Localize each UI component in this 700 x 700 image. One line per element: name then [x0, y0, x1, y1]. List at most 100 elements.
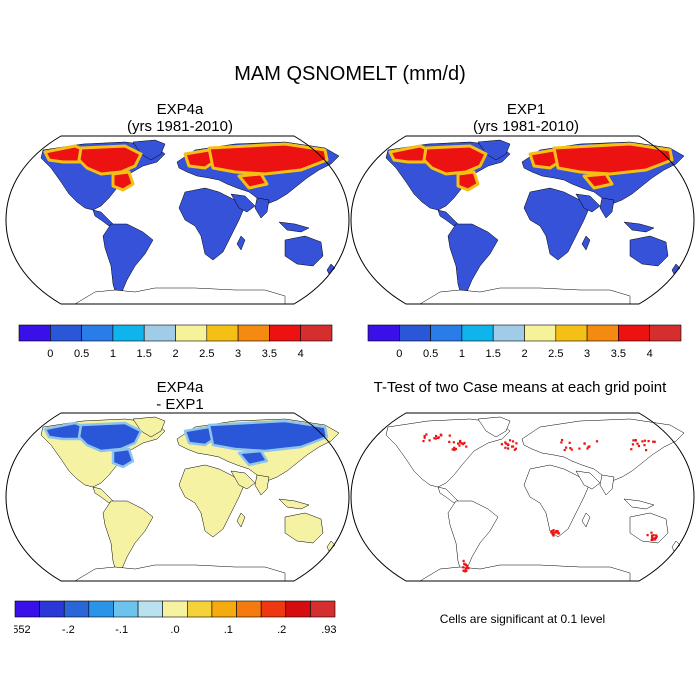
significant-cell — [561, 438, 564, 442]
map-layer — [40, 416, 340, 582]
colorbar-difference: -1.552 -.2 -.1 .0 .1 .2 .9371 — [14, 600, 336, 636]
significant-cell — [459, 439, 462, 443]
land-arabia — [575, 470, 601, 490]
significant-cell — [459, 441, 462, 444]
significant-cell — [586, 447, 589, 450]
significant-cell — [452, 441, 455, 444]
land-madagascar — [236, 235, 246, 251]
colorbar-swatch — [461, 324, 494, 342]
land-south-america — [447, 223, 499, 299]
significant-cell — [651, 534, 654, 537]
significant-cell — [510, 445, 514, 448]
land-antarctica — [419, 564, 631, 582]
colorbar-swatch — [88, 600, 114, 618]
land-indonesia — [278, 498, 310, 510]
colorbar-swatch — [162, 600, 188, 618]
significant-cell — [464, 567, 467, 571]
colorbar-swatch — [524, 324, 557, 342]
map-exp4a — [5, 135, 350, 305]
map-exp1 — [350, 135, 695, 305]
land-arabia — [230, 470, 256, 490]
map-layer — [385, 139, 685, 305]
significant-cell — [588, 445, 591, 448]
colorbar-label: 2.5 — [199, 348, 214, 360]
colorbar-swatch — [237, 324, 270, 342]
land-antarctica — [74, 287, 286, 305]
significant-cell — [423, 435, 426, 438]
snow-blob-northeast — [111, 170, 135, 192]
significant-cell — [630, 448, 633, 451]
panel-title-ttest: T-Test of two Case means at each grid po… — [340, 379, 700, 396]
significant-cell — [425, 433, 428, 436]
colorbar-label: 0 — [47, 348, 53, 360]
colorbar-swatch — [260, 600, 287, 618]
significant-cell — [654, 534, 658, 537]
significant-cell — [465, 445, 468, 448]
significant-cell — [457, 442, 460, 445]
significant-cell — [650, 538, 653, 542]
significant-cell — [435, 434, 438, 438]
land-africa — [523, 187, 591, 261]
significant-cell — [422, 440, 425, 443]
significant-cell — [462, 443, 465, 446]
land-south-america — [102, 223, 154, 299]
significant-cell — [448, 434, 451, 437]
land-africa — [178, 187, 246, 261]
significant-cell — [569, 447, 572, 450]
land-madagascar — [236, 512, 246, 528]
significant-cell — [464, 570, 467, 573]
significant-cell — [563, 448, 566, 452]
significant-cell — [454, 447, 457, 450]
significant-cell — [514, 447, 517, 450]
significant-cell — [557, 532, 560, 535]
map-frame — [350, 135, 695, 305]
significant-cell — [647, 440, 650, 443]
colorbar-swatch — [49, 324, 82, 342]
colorbar-label: .0 — [170, 624, 179, 636]
significant-cell — [507, 443, 510, 446]
significant-cell — [462, 559, 465, 562]
significant-cell — [428, 439, 431, 442]
snow-blob-siberia — [552, 142, 674, 176]
significant-cell — [434, 437, 437, 440]
snow-blob-northeast — [111, 447, 135, 469]
significant-cell — [595, 440, 599, 443]
land-madagascar — [581, 512, 591, 528]
significant-cell — [634, 439, 637, 442]
land-australia — [284, 512, 324, 544]
land-antarctica — [419, 287, 631, 305]
significant-cell — [436, 436, 439, 440]
snow-blob-central-asia — [582, 172, 614, 190]
panel-title-exp1: EXP1 (yrs 1981-2010) — [386, 101, 666, 135]
colorbar-swatch — [187, 600, 213, 618]
significant-cell — [462, 569, 465, 572]
land-greenland — [477, 416, 511, 438]
snow-blob-siberia — [207, 142, 329, 176]
map-frame — [350, 412, 695, 582]
land-africa — [178, 464, 246, 538]
colorbar-swatch — [649, 324, 682, 342]
land-india — [599, 197, 615, 219]
significant-cell — [451, 448, 454, 451]
panel-title-line1: EXP4a — [156, 101, 204, 118]
significant-cell — [652, 440, 655, 443]
land-australia — [629, 235, 669, 267]
colorbar-swatch — [398, 324, 431, 342]
land-indonesia — [278, 221, 310, 233]
significant-cell — [453, 448, 456, 452]
colorbar-label: 4 — [647, 348, 653, 360]
colorbar-label: 2 — [521, 348, 527, 360]
colorbar-label: -1.552 — [14, 624, 31, 636]
significant-cell — [507, 447, 510, 450]
land-india — [254, 474, 270, 496]
land-arabia — [575, 193, 601, 213]
significant-cell — [637, 444, 640, 448]
panel-title-line1: EXP1 — [506, 101, 546, 118]
significant-cell — [555, 530, 558, 533]
map-difference — [5, 412, 350, 582]
main-title: MAM QSNOMELT (mm/d) — [234, 63, 466, 85]
colorbar-swatch — [18, 324, 51, 342]
significant-cell — [631, 443, 634, 446]
colorbar-label: -.1 — [115, 624, 128, 636]
land-central-america — [92, 209, 114, 227]
